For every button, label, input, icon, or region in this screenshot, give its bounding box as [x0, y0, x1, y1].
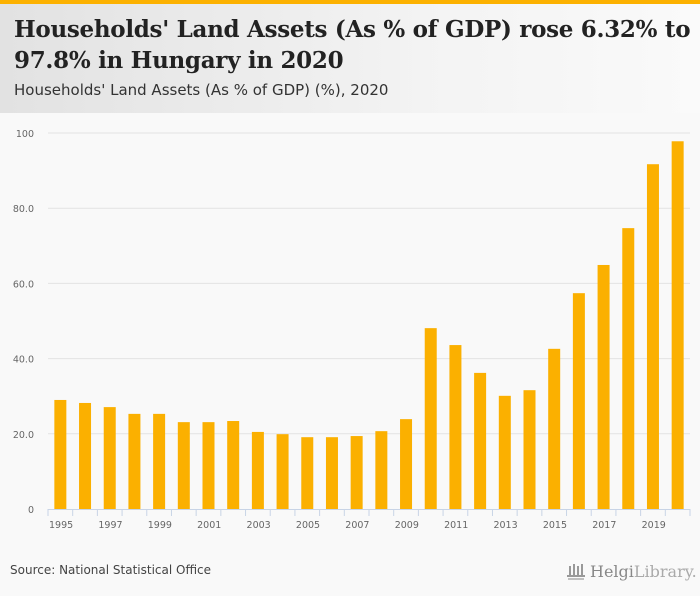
- y-tick-label: 20.0: [13, 430, 34, 441]
- bar: [202, 422, 215, 509]
- bar: [671, 141, 684, 509]
- bar: [449, 345, 462, 509]
- bar: [128, 413, 141, 509]
- logo-text-bold: Helgi: [590, 562, 634, 581]
- bar: [572, 293, 585, 509]
- bar: [597, 264, 610, 509]
- bar: [498, 395, 511, 509]
- gridlines: [48, 132, 690, 435]
- y-axis-ticks: 0 20.0 40.0 60.0 80.0 100: [13, 129, 34, 516]
- y-tick-label: 40.0: [13, 355, 34, 366]
- x-tick-label: 2015: [543, 520, 567, 531]
- header: Households' Land Assets (As % of GDP) ro…: [0, 4, 700, 113]
- x-tick-label: 1997: [98, 520, 122, 531]
- x-tick-label: 2003: [247, 520, 271, 531]
- bar-chart: 0 20.0 40.0 60.0 80.0 100 1995 1997 1999 2001 200…: [13, 129, 691, 531]
- x-axis: 1995 1997 1999 2001 2003 2005 2007 2009 2011 2013…: [47, 509, 691, 531]
- library-building-icon: [567, 563, 585, 580]
- bar: [424, 328, 437, 509]
- chart-subtitle: Households' Land Assets (As % of GDP) (%…: [14, 81, 389, 99]
- x-tick-label: 1999: [148, 520, 172, 531]
- y-tick-label: 60.0: [13, 279, 34, 290]
- bar: [622, 228, 635, 509]
- bar: [153, 413, 166, 509]
- bar: [103, 407, 116, 509]
- x-tick-label: 2019: [642, 520, 666, 531]
- bar: [251, 431, 264, 509]
- bar: [523, 390, 536, 509]
- bar: [54, 399, 67, 509]
- page-title: Households' Land Assets (As % of GDP) ro…: [14, 16, 691, 74]
- bar: [646, 164, 659, 509]
- source-note: Source: National Statistical Office: [10, 563, 212, 577]
- x-tick-label: 2005: [296, 520, 320, 531]
- bar: [301, 437, 314, 509]
- bar: [474, 372, 487, 509]
- y-tick-label: 100: [16, 129, 34, 140]
- bar: [400, 419, 413, 509]
- x-tick-label: 2017: [592, 520, 616, 531]
- logo-text-light: Library.: [633, 562, 697, 581]
- x-tick-label: 1995: [49, 520, 73, 531]
- bar: [177, 422, 190, 509]
- bar: [79, 402, 92, 509]
- bar: [350, 436, 363, 509]
- bar: [325, 437, 338, 509]
- bars: [54, 141, 684, 509]
- x-tick-label: 2011: [444, 520, 468, 531]
- x-tick-label: 2007: [345, 520, 369, 531]
- x-tick-label: 2009: [395, 520, 419, 531]
- bar: [276, 434, 289, 509]
- y-tick-label: 80.0: [13, 204, 34, 215]
- bar: [548, 348, 561, 509]
- top-accent-bar: [0, 0, 700, 4]
- bar: [375, 431, 388, 509]
- bar: [227, 421, 240, 509]
- helgi-library-logo[interactable]: Helgi Library.: [566, 562, 697, 581]
- y-tick-label: 0: [28, 505, 34, 516]
- x-tick-label: 2001: [197, 520, 221, 531]
- x-tick-label: 2013: [493, 520, 517, 531]
